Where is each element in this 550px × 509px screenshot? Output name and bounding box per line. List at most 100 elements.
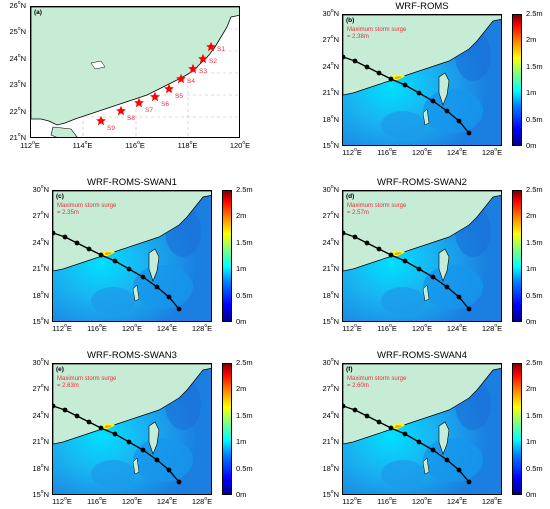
colorbar-tick: 1.5m xyxy=(526,61,543,71)
ytick: 27oN xyxy=(32,210,49,221)
colorbar-tick: 1m xyxy=(526,88,537,98)
track-points xyxy=(343,54,472,136)
station-marker xyxy=(206,41,216,52)
max-surge-label: Maximum storm surge xyxy=(57,203,117,209)
colorbar-tick: 1.5m xyxy=(526,237,543,247)
panel-title: WRF-ROMS-SWAN4 xyxy=(377,350,467,361)
max-surge-value: = 2.60m xyxy=(347,383,369,389)
colorbar-tick: 0m xyxy=(526,141,537,150)
colorbar-tick: 2.5m xyxy=(526,9,543,18)
panel-label: (f) xyxy=(346,366,353,373)
ytick: 15oN xyxy=(322,316,339,326)
xtick: 120oE xyxy=(411,496,433,506)
colorbar-tick: 2.5m xyxy=(236,358,253,367)
station-label: S4 xyxy=(187,78,195,85)
panel-a-xtick: 118oE xyxy=(177,140,198,150)
colorbar-tick: 1m xyxy=(236,264,247,274)
max-surge-value: = 2.57m xyxy=(347,210,369,216)
colorbar-tick: 0m xyxy=(526,490,537,499)
ytick: 18oN xyxy=(32,289,49,300)
panel-a-ytick: 24oN xyxy=(9,52,26,63)
station-marker xyxy=(96,115,106,126)
xtick: 128oE xyxy=(191,323,213,333)
xtick: 124oE xyxy=(156,323,178,333)
panel-a-xtick: 114oE xyxy=(72,140,93,150)
panel-a-ytick: 26oN xyxy=(9,0,26,10)
surge-map: (b) Maximum storm surge = 2.38m xyxy=(342,14,502,146)
ytick: 21oN xyxy=(322,263,339,274)
panel-a-ytick: 22oN xyxy=(9,105,26,116)
ytick: 21oN xyxy=(322,436,339,447)
panel-a-xtick: 116oE xyxy=(125,140,145,150)
panel-b: WRF-ROMS (b) Maximum storm surge = 2.38m 30o… xyxy=(290,0,550,160)
xtick: 116oE xyxy=(87,323,107,333)
panel-label: (e) xyxy=(56,366,64,373)
ytick: 30oN xyxy=(322,8,339,18)
ytick: 30oN xyxy=(322,357,339,367)
ytick: 18oN xyxy=(322,462,339,473)
station-marker xyxy=(116,105,126,116)
station-marker xyxy=(150,91,160,102)
xtick: 116oE xyxy=(377,147,397,157)
station-marker xyxy=(198,53,208,64)
colorbar-tick: 2m xyxy=(526,384,537,394)
colorbar-tick: 2m xyxy=(526,35,537,45)
ytick: 30oN xyxy=(32,184,49,194)
ytick: 27oN xyxy=(322,210,339,221)
ytick: 24oN xyxy=(32,409,49,420)
ytick: 30oN xyxy=(322,184,339,194)
colorbar-tick: 1.5m xyxy=(236,410,253,420)
xtick: 124oE xyxy=(446,147,468,157)
station-label: S5 xyxy=(175,93,183,100)
xtick: 116oE xyxy=(377,323,397,333)
colorbar xyxy=(222,363,232,495)
surge-map: (d) Maximum storm surge = 2.57m xyxy=(342,190,502,322)
ytick: 18oN xyxy=(32,462,49,473)
xtick: 120oE xyxy=(121,496,143,506)
xtick: 124oE xyxy=(156,496,178,506)
surge-map: (f) Maximum storm surge = 2.60m xyxy=(342,363,502,495)
ytick: 24oN xyxy=(322,60,339,71)
panel-label: (b) xyxy=(346,17,355,24)
panel-a-label: (a) xyxy=(34,9,42,16)
panel-a-ytick: 25oN xyxy=(9,26,26,37)
track-points xyxy=(53,403,182,485)
ytick: 18oN xyxy=(322,289,339,300)
max-surge-value: = 2.38m xyxy=(347,34,369,40)
xtick: 112oE xyxy=(342,147,362,157)
colorbar-tick: 2m xyxy=(526,211,537,221)
xtick: 120oE xyxy=(121,323,143,333)
xtick: 128oE xyxy=(481,147,503,157)
station-label: S3 xyxy=(199,68,207,75)
xtick: 116oE xyxy=(377,496,397,506)
colorbar-tick: 0.5m xyxy=(526,290,543,300)
colorbar-tick: 2.5m xyxy=(526,358,543,367)
station-label: S2 xyxy=(209,58,217,65)
panel-a: S1 S2 S3 S4 S5 S6 S7 S8 S9 (a) 26oN 25oN 24oN 23oN 2… xyxy=(0,0,260,160)
panel-label: (d) xyxy=(346,193,355,200)
station-label: S8 xyxy=(127,115,135,122)
ytick: 27oN xyxy=(322,383,339,394)
ytick: 24oN xyxy=(32,236,49,247)
panel-a-ytick: 21oN xyxy=(9,132,26,142)
panel-e: WRF-ROMS-SWAN3 (e) Maximum storm surge = 2.… xyxy=(0,349,260,509)
colorbar-tick: 2.5m xyxy=(526,185,543,194)
panel-label: (c) xyxy=(56,193,64,200)
colorbar xyxy=(512,190,522,322)
ytick: 15oN xyxy=(32,489,49,499)
station-marker xyxy=(134,97,144,108)
ytick: 24oN xyxy=(322,236,339,247)
xtick: 112oE xyxy=(342,323,362,333)
panel-title: WRF-ROMS-SWAN2 xyxy=(377,177,467,188)
panel-a-land xyxy=(31,7,239,126)
track-points xyxy=(343,230,472,312)
xtick: 128oE xyxy=(481,496,503,506)
panel-a-map: S1 S2 S3 S4 S5 S6 S7 S8 S9 (a) xyxy=(30,6,240,138)
panel-a-xtick: 120oE xyxy=(229,140,251,150)
xtick: 124oE xyxy=(446,496,468,506)
xtick: 120oE xyxy=(411,323,433,333)
colorbar-tick: 0.5m xyxy=(236,463,253,473)
ytick: 15oN xyxy=(322,140,339,150)
max-surge-label: Maximum storm surge xyxy=(347,203,407,209)
